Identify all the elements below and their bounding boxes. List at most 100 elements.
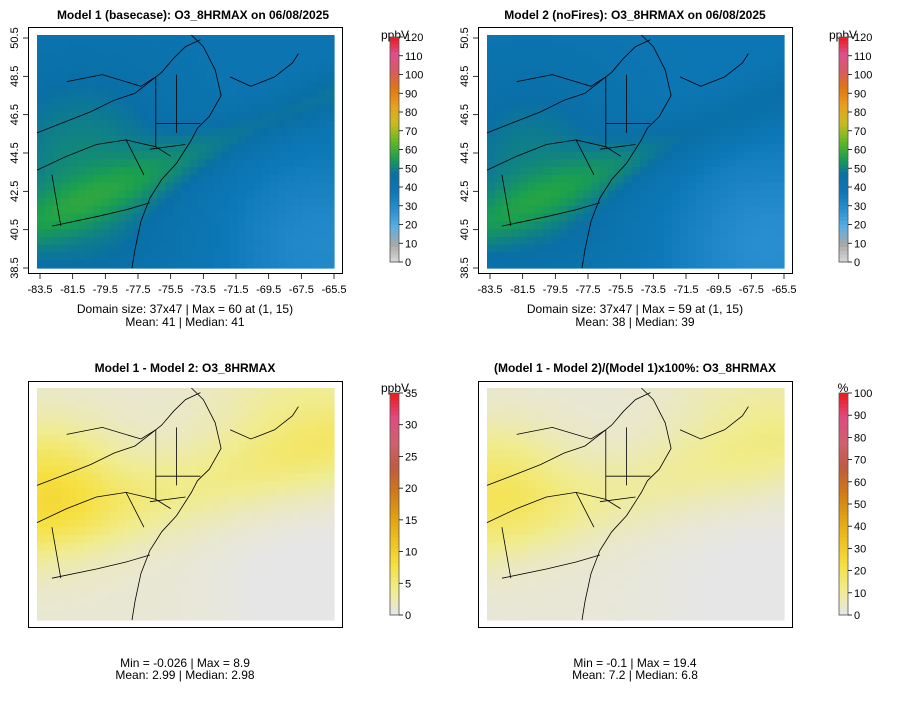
heatmap-cell [61, 42, 70, 52]
heatmap-cell [687, 135, 697, 145]
heatmap-cell [671, 89, 681, 98]
heatmap-cell [535, 457, 544, 466]
heatmap-cell [317, 260, 327, 269]
heatmap-cell [655, 97, 665, 106]
heatmap-cell [37, 426, 46, 435]
colorbar-swatch [839, 437, 848, 442]
heatmap-cell [69, 50, 78, 59]
heatmap-cell [117, 89, 126, 98]
heatmap-cell [133, 403, 142, 412]
heatmap-cell [615, 496, 625, 505]
colorbar-swatch [839, 48, 848, 53]
heatmap-cell [511, 426, 520, 435]
heatmap-cell [277, 457, 287, 466]
heatmap-cell [719, 573, 729, 582]
heatmap-cell [77, 174, 86, 184]
heatmap-cell [599, 596, 609, 606]
heatmap-cell [679, 496, 689, 505]
heatmap-cell [663, 81, 673, 90]
heatmap-cell [301, 519, 311, 528]
heatmap-cell [253, 205, 263, 215]
heatmap-cell [767, 35, 777, 44]
heatmap-cell [671, 252, 681, 261]
heatmap-cell [679, 159, 689, 168]
heatmap-cell [743, 581, 753, 590]
heatmap-cell [309, 434, 319, 443]
heatmap-cell [205, 236, 215, 246]
heatmap-cell [269, 457, 279, 466]
heatmap-cell [511, 120, 520, 129]
heatmap-cell [277, 112, 287, 122]
heatmap-cell [101, 205, 110, 215]
heatmap-cell [77, 97, 86, 106]
heatmap-cell [663, 89, 673, 98]
heatmap-cell [277, 480, 287, 490]
heatmap-cell [503, 581, 512, 590]
heatmap-cell [245, 143, 255, 153]
heatmap-cell [269, 58, 279, 67]
heatmap-cell [213, 565, 223, 575]
heatmap-cell [495, 581, 504, 590]
heatmap-cell [759, 473, 769, 482]
heatmap-cell [591, 128, 600, 137]
heatmap-cell [317, 58, 327, 67]
x-tick-label: -69.5 [256, 284, 281, 296]
heatmap-cell [205, 527, 215, 536]
heatmap-cell [325, 236, 335, 246]
heatmap-cell [101, 426, 110, 435]
heatmap-cell [719, 589, 729, 598]
colorbar-swatch [839, 112, 848, 117]
heatmap-cell [567, 260, 576, 269]
heatmap-cell [253, 504, 263, 513]
heatmap-cell [687, 73, 697, 83]
heatmap-cell [631, 244, 641, 254]
heatmap-cell [687, 104, 697, 114]
heatmap-cell [93, 612, 102, 621]
heatmap-cell [269, 252, 279, 261]
heatmap-cell [117, 151, 126, 160]
heatmap-cell [77, 205, 86, 215]
heatmap-cell [535, 159, 544, 168]
heatmap-cell [285, 612, 295, 621]
heatmap-cell [519, 213, 528, 222]
heatmap-cell [205, 612, 215, 621]
heatmap-cell [591, 550, 600, 559]
heatmap-cell [189, 260, 199, 269]
heatmap-cell [181, 252, 191, 261]
heatmap-cell [277, 221, 287, 230]
heatmap-cell [165, 104, 175, 114]
heatmap-cell [575, 434, 584, 443]
heatmap-cell [615, 534, 625, 544]
heatmap-cell [197, 159, 207, 168]
heatmap-cell [519, 442, 528, 451]
heatmap-cell [519, 519, 528, 528]
heatmap-cell [511, 205, 520, 215]
colorbar-swatch [390, 515, 399, 520]
heatmap-cell [197, 221, 207, 230]
heatmap-cell [751, 589, 761, 598]
heatmap-cell [117, 50, 126, 59]
heatmap-cell [141, 229, 150, 238]
colorbar-swatch [839, 518, 848, 524]
heatmap-cell [767, 604, 777, 613]
heatmap-cell [607, 589, 617, 598]
heatmap-cell [543, 174, 552, 184]
heatmap-cell [535, 81, 544, 90]
heatmap-cell [687, 143, 697, 153]
heatmap-cell [69, 488, 78, 497]
heatmap-cell [37, 589, 46, 598]
heatmap-cell [325, 581, 335, 590]
heatmap-cell [663, 213, 673, 222]
heatmap-cell [679, 426, 689, 435]
heatmap-cell [69, 449, 78, 459]
heatmap-cell [727, 480, 737, 490]
heatmap-cell [543, 504, 552, 513]
heatmap-cell [631, 604, 641, 613]
heatmap-cell [527, 135, 536, 145]
heatmap-cell [181, 542, 191, 551]
heatmap-cell [719, 159, 729, 168]
heatmap-cell [77, 198, 86, 207]
heatmap-cell [325, 50, 335, 59]
heatmap-cell [221, 565, 231, 575]
boundary-line [51, 527, 62, 579]
